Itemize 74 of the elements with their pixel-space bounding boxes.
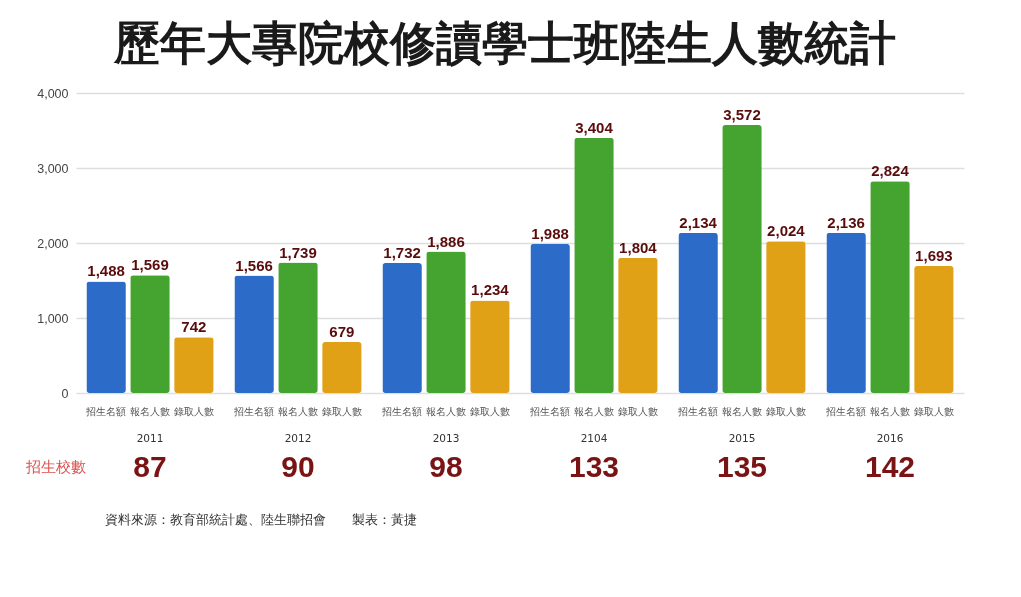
data-label: 1,988 <box>531 224 569 242</box>
text: 錄取人數 <box>617 406 658 417</box>
y-tick-label: 3,000 <box>37 161 69 176</box>
data-label: 1,886 <box>427 232 465 250</box>
data-label: 1,693 <box>915 247 953 265</box>
text: 招生名額 <box>530 406 571 417</box>
data-label: 742 <box>181 318 207 336</box>
data-label: 1,234 <box>471 281 510 299</box>
text: 錄取人數 <box>469 406 510 417</box>
bar <box>870 181 910 393</box>
y-tick-label: 4,000 <box>37 86 69 101</box>
bar <box>914 266 954 393</box>
bar <box>234 275 274 393</box>
x-tick-label: 2016 <box>876 431 904 444</box>
series-label: 招生名額 <box>85 406 127 417</box>
y-tick-label: 2,000 <box>37 236 69 251</box>
chart-title: 歷年大專院校修讀學士班陸生人數統計 <box>113 16 896 70</box>
data-label: 1,804 <box>619 238 658 256</box>
text: 招生校數 <box>25 458 86 476</box>
text: 錄取人數 <box>765 406 806 417</box>
data-label: 1,488 <box>87 262 125 280</box>
bar <box>766 241 806 393</box>
text: 報名人數 <box>870 406 910 417</box>
data-label: 1,566 <box>235 256 273 274</box>
x-tick-label: 2104 <box>580 431 608 444</box>
text: 87 <box>133 450 167 483</box>
bar <box>530 243 570 393</box>
text: 錄取人數 <box>913 406 954 417</box>
data-label: 1,739 <box>279 243 317 261</box>
data-label: 2,024 <box>767 222 806 240</box>
text: 招生名額 <box>826 406 867 417</box>
x-tick-label: 2011 <box>136 431 164 444</box>
text: 135 <box>716 450 768 483</box>
y-tick-label: 1,000 <box>37 311 69 326</box>
bar <box>174 337 214 393</box>
series-label: 報名人數 <box>130 406 170 417</box>
text: 招生名額 <box>678 406 719 417</box>
text: 報名人數 <box>278 406 318 417</box>
bar <box>826 232 866 393</box>
x-tick-label: 2015 <box>728 431 756 444</box>
y-tick-label: 0 <box>61 386 69 401</box>
text: 報名人數 <box>574 406 614 417</box>
x-tick-label: 2012 <box>284 431 312 444</box>
source-note: 資料來源：教育部統計處、陸生聯招會 製表：黃捷 <box>105 512 417 527</box>
series-label: 錄取人數 <box>173 406 214 417</box>
data-label: 2,824 <box>871 162 910 180</box>
text: 報名人數 <box>722 406 762 417</box>
bar <box>470 300 510 393</box>
data-label: 2,136 <box>827 213 865 231</box>
x-tick-label: 2013 <box>432 431 460 444</box>
bar <box>678 232 718 393</box>
bar <box>86 281 126 393</box>
text: 98 <box>429 450 463 483</box>
bar <box>426 251 466 393</box>
bar <box>278 262 318 393</box>
data-label: 2,134 <box>679 213 718 231</box>
data-label: 679 <box>329 323 355 341</box>
bar <box>722 125 762 393</box>
data-label: 1,569 <box>131 256 169 274</box>
bar <box>574 137 614 393</box>
bar <box>382 263 422 393</box>
text: 報名人數 <box>426 406 466 417</box>
text: 招生名額 <box>234 406 275 417</box>
data-label: 3,572 <box>723 106 761 124</box>
text: 133 <box>568 450 620 483</box>
text: 142 <box>864 450 916 483</box>
bar <box>322 342 362 393</box>
text: 錄取人數 <box>321 406 362 417</box>
bar <box>130 275 170 393</box>
text: 90 <box>281 450 315 483</box>
data-label: 1,732 <box>383 244 421 262</box>
data-label: 3,404 <box>575 118 614 136</box>
text: 招生名額 <box>382 406 423 417</box>
bar <box>618 257 658 393</box>
